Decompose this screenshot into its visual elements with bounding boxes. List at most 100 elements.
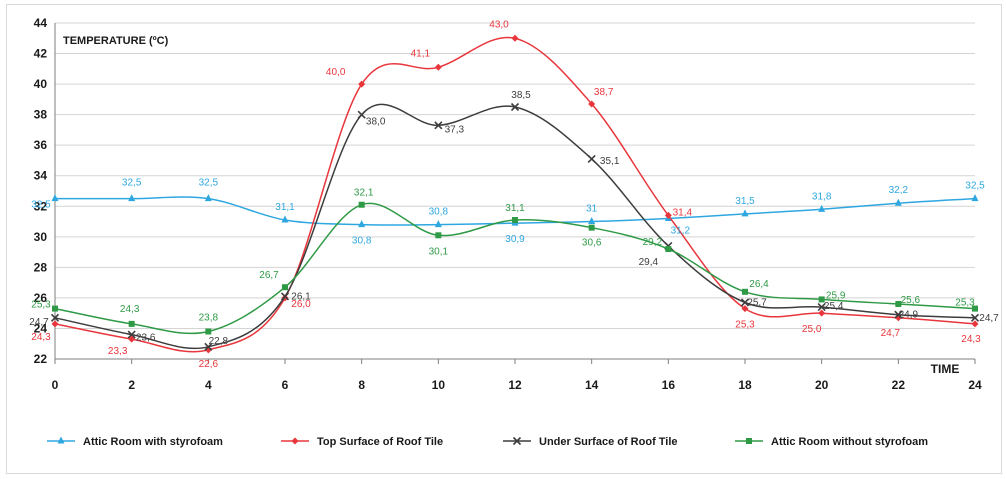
data-point-triangle [281,215,289,223]
data-point-square [128,320,135,327]
data-point-triangle [818,204,826,212]
data-label: 25,4 [824,301,844,312]
data-label: 29,2 [643,237,663,248]
data-point-square [282,284,288,291]
data-point-diamond [291,437,299,445]
data-label: 31,1 [275,202,295,213]
x-tick-label: 16 [662,378,676,392]
data-point-star [587,154,596,163]
y-tick-label: 24 [34,321,48,335]
data-point-triangle [358,220,366,228]
data-point-square [512,217,518,224]
data-point-star-stroke [434,121,443,130]
data-label: 30,8 [352,236,372,247]
data-point-star-stroke [204,342,213,351]
data-label: 24,3 [120,304,140,315]
data-point-diamond [971,320,979,328]
x-tick-label: 0 [52,378,59,392]
data-point-star [512,436,522,446]
data-label: 29,4 [639,257,659,268]
data-label: 26,1 [291,291,311,302]
data-label: 24,7 [979,313,999,324]
data-point-star-stroke [50,313,60,322]
series-line [54,103,976,350]
x-tick-label: 10 [432,378,446,392]
data-label: 32,5 [31,200,51,211]
x-tick-label: 6 [282,378,289,392]
y-tick-label: 36 [34,138,48,152]
data-point-triangle [588,217,596,225]
data-point-square [205,328,212,335]
data-label: 32,5 [122,178,142,189]
data-label: 24,7 [881,328,901,339]
data-label: 25,3 [955,298,975,309]
series-line [54,36,976,353]
data-point-square [742,288,748,295]
data-point-diamond [434,63,442,71]
data-label: 41,1 [411,48,431,59]
x-tick-label: 14 [585,378,599,392]
data-point-square [665,246,672,253]
data-label: 31 [586,204,598,215]
data-point-square [358,201,365,208]
x-tick-label: 4 [205,378,212,392]
data-label: 32,2 [889,185,909,196]
data-point-star-stroke [280,292,290,301]
data-label: 31,5 [735,196,755,207]
x-axis-label: TIME [931,362,960,376]
data-point-square [818,296,825,303]
data-point-star-stroke [587,154,596,163]
data-point-triangle [741,209,749,217]
data-label: 26,0 [291,299,311,310]
data-point-star [280,292,290,301]
data-point-diamond [664,211,672,219]
temperature-line-chart: TEMPERATURE (ºC) TIME 222426283032343638… [29,16,999,448]
axis-layer: TEMPERATURE (ºC) TIME 222426283032343638… [34,16,982,392]
data-point-diamond [358,80,366,88]
x-tick-label: 24 [968,378,982,392]
data-label: 24,7 [29,317,49,328]
data-point-star-stroke [510,102,520,112]
data-label: 30,8 [429,207,449,218]
data-point-triangle [204,194,212,202]
series-attic-room-without-styrofoam [52,201,978,335]
data-label: 26,4 [749,279,769,290]
legend-item: Attic Room with styrofoam [47,436,223,448]
data-label: 25,6 [901,295,921,306]
legend-label: Top Surface of Roof Tile [317,436,443,448]
data-label: 31,2 [671,225,691,236]
data-point-triangle [57,436,65,444]
data-label: 38,0 [366,117,386,128]
x-tick-label: 8 [358,378,365,392]
x-tick-label: 22 [892,378,906,392]
chart-title: TEMPERATURE (ºC) [63,35,169,47]
data-point-triangle [971,194,979,202]
data-label: 23,6 [136,333,156,344]
data-point-star [434,121,443,130]
data-point-diamond [51,320,59,328]
x-tick-label: 18 [738,378,752,392]
data-label: 30,1 [429,246,449,257]
x-tick-label: 2 [128,378,135,392]
data-point-star [50,313,60,322]
data-point-star [357,110,366,119]
data-label: 38,5 [511,90,531,101]
data-point-star-stroke [127,330,136,339]
data-label: 32,5 [965,181,985,192]
data-point-triangle [434,220,442,228]
y-tick-label: 40 [34,77,48,91]
data-label: 38,7 [594,87,614,98]
data-label: 31,4 [673,207,693,218]
data-label: 24,9 [899,310,919,321]
legend-label: Attic Room without styrofoam [771,436,928,448]
data-label: 25,3 [31,300,51,311]
data-label-layer: 32,5 32,5 32,5 31,1 30,8 30,8 30,9 31 31,2 31,5 31… [29,19,999,370]
data-point-square [746,438,752,444]
data-label: 40,0 [326,67,346,78]
series-top-surface-of-roof-tile [51,34,979,354]
grid-layer [55,22,975,360]
data-point-star [127,330,136,339]
data-point-diamond [128,335,136,343]
data-point-star [894,310,903,319]
data-label: 35,1 [600,156,620,167]
